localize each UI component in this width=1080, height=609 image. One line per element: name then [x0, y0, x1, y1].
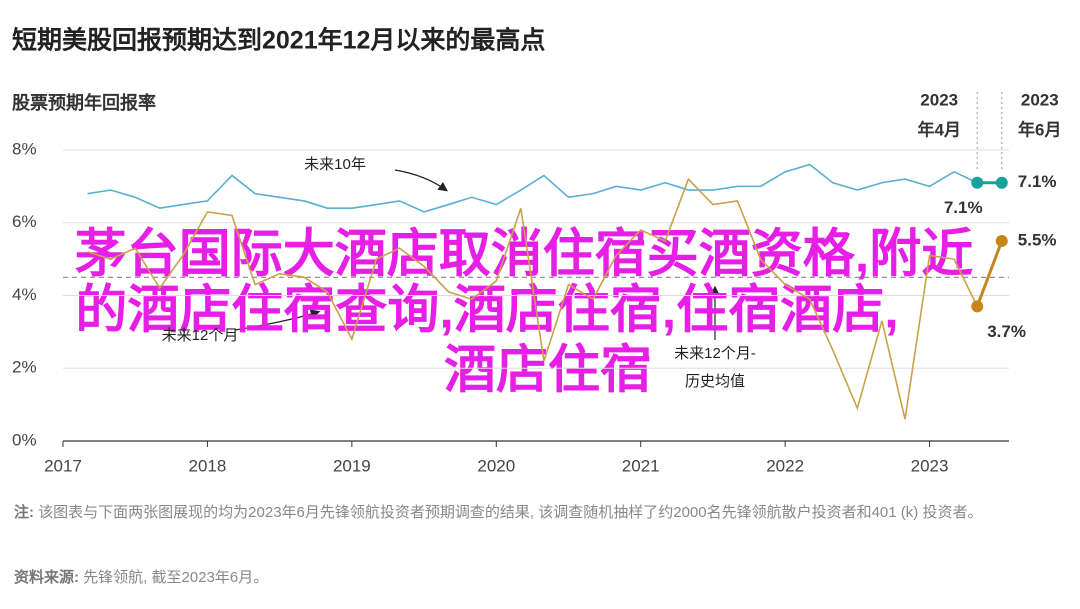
x-tick-label: 2021: [622, 456, 660, 475]
series-line: [87, 163, 955, 213]
value-label: 7.1%: [1018, 172, 1057, 191]
chart-title: 短期美股回报预期达到2021年12月以来的最高点: [12, 26, 545, 55]
x-tick-label: 2022: [766, 456, 804, 475]
highlight-point: [971, 176, 984, 189]
highlight-segment: [953, 258, 978, 307]
x-tick-label: 2017: [44, 456, 82, 475]
arrow: [394, 169, 448, 192]
x-tick-label: 2023: [911, 456, 949, 475]
x-tick-label: 2020: [477, 456, 515, 475]
column-header: 2023: [1021, 90, 1059, 109]
y-tick-label: 0%: [12, 430, 37, 449]
x-tick-label: 2019: [333, 456, 371, 475]
source-text: 先锋领航, 截至2023年6月。: [83, 569, 269, 586]
note: 注: 该图表与下面两张图展现的均为2023年6月先锋领航投资者预期调查的结果, …: [14, 500, 1070, 525]
value-label: 5.5%: [1018, 230, 1057, 249]
highlight-segment: [975, 240, 1004, 307]
series-label: 未来10年: [304, 156, 366, 173]
value-label: 7.1%: [944, 198, 983, 217]
arrow: [234, 309, 321, 331]
highlight-point: [995, 176, 1008, 189]
overlay-text: 酒店住宿: [444, 342, 652, 400]
annotation: 未来12个月-: [674, 345, 756, 362]
y-tick-label: 2%: [12, 358, 37, 377]
annotation: 历史均值: [685, 373, 745, 390]
column-header: 2023: [920, 90, 958, 109]
overlay-text: 的酒店住宿查询,酒店住宿,住宿酒店,: [75, 282, 898, 340]
source-label: 资料来源:: [14, 569, 79, 586]
note-text: 该图表与下面两张图展现的均为2023年6月先锋领航投资者预期调查的结果, 该调查…: [38, 504, 983, 521]
y-tick-label: 6%: [12, 212, 37, 231]
source: 资料来源: 先锋领航, 截至2023年6月。: [14, 565, 1070, 590]
y-axis-label: 股票预期年回报率: [11, 92, 156, 113]
column-header: 年6月: [1018, 119, 1061, 139]
note-label: 注:: [14, 504, 34, 521]
y-tick-label: 4%: [12, 285, 37, 304]
y-tick-label: 8%: [12, 139, 37, 158]
value-label: 3.7%: [987, 322, 1026, 341]
highlight-point: [971, 300, 984, 313]
series-line: [87, 177, 955, 420]
x-tick-label: 2018: [189, 456, 227, 475]
highlight-point: [995, 234, 1008, 247]
overlay-text: 茅台国际大酒店取消住宿买酒资格,附近: [75, 226, 973, 284]
column-header: 年4月: [917, 119, 960, 139]
series-label: 未来12个月: [162, 327, 239, 344]
